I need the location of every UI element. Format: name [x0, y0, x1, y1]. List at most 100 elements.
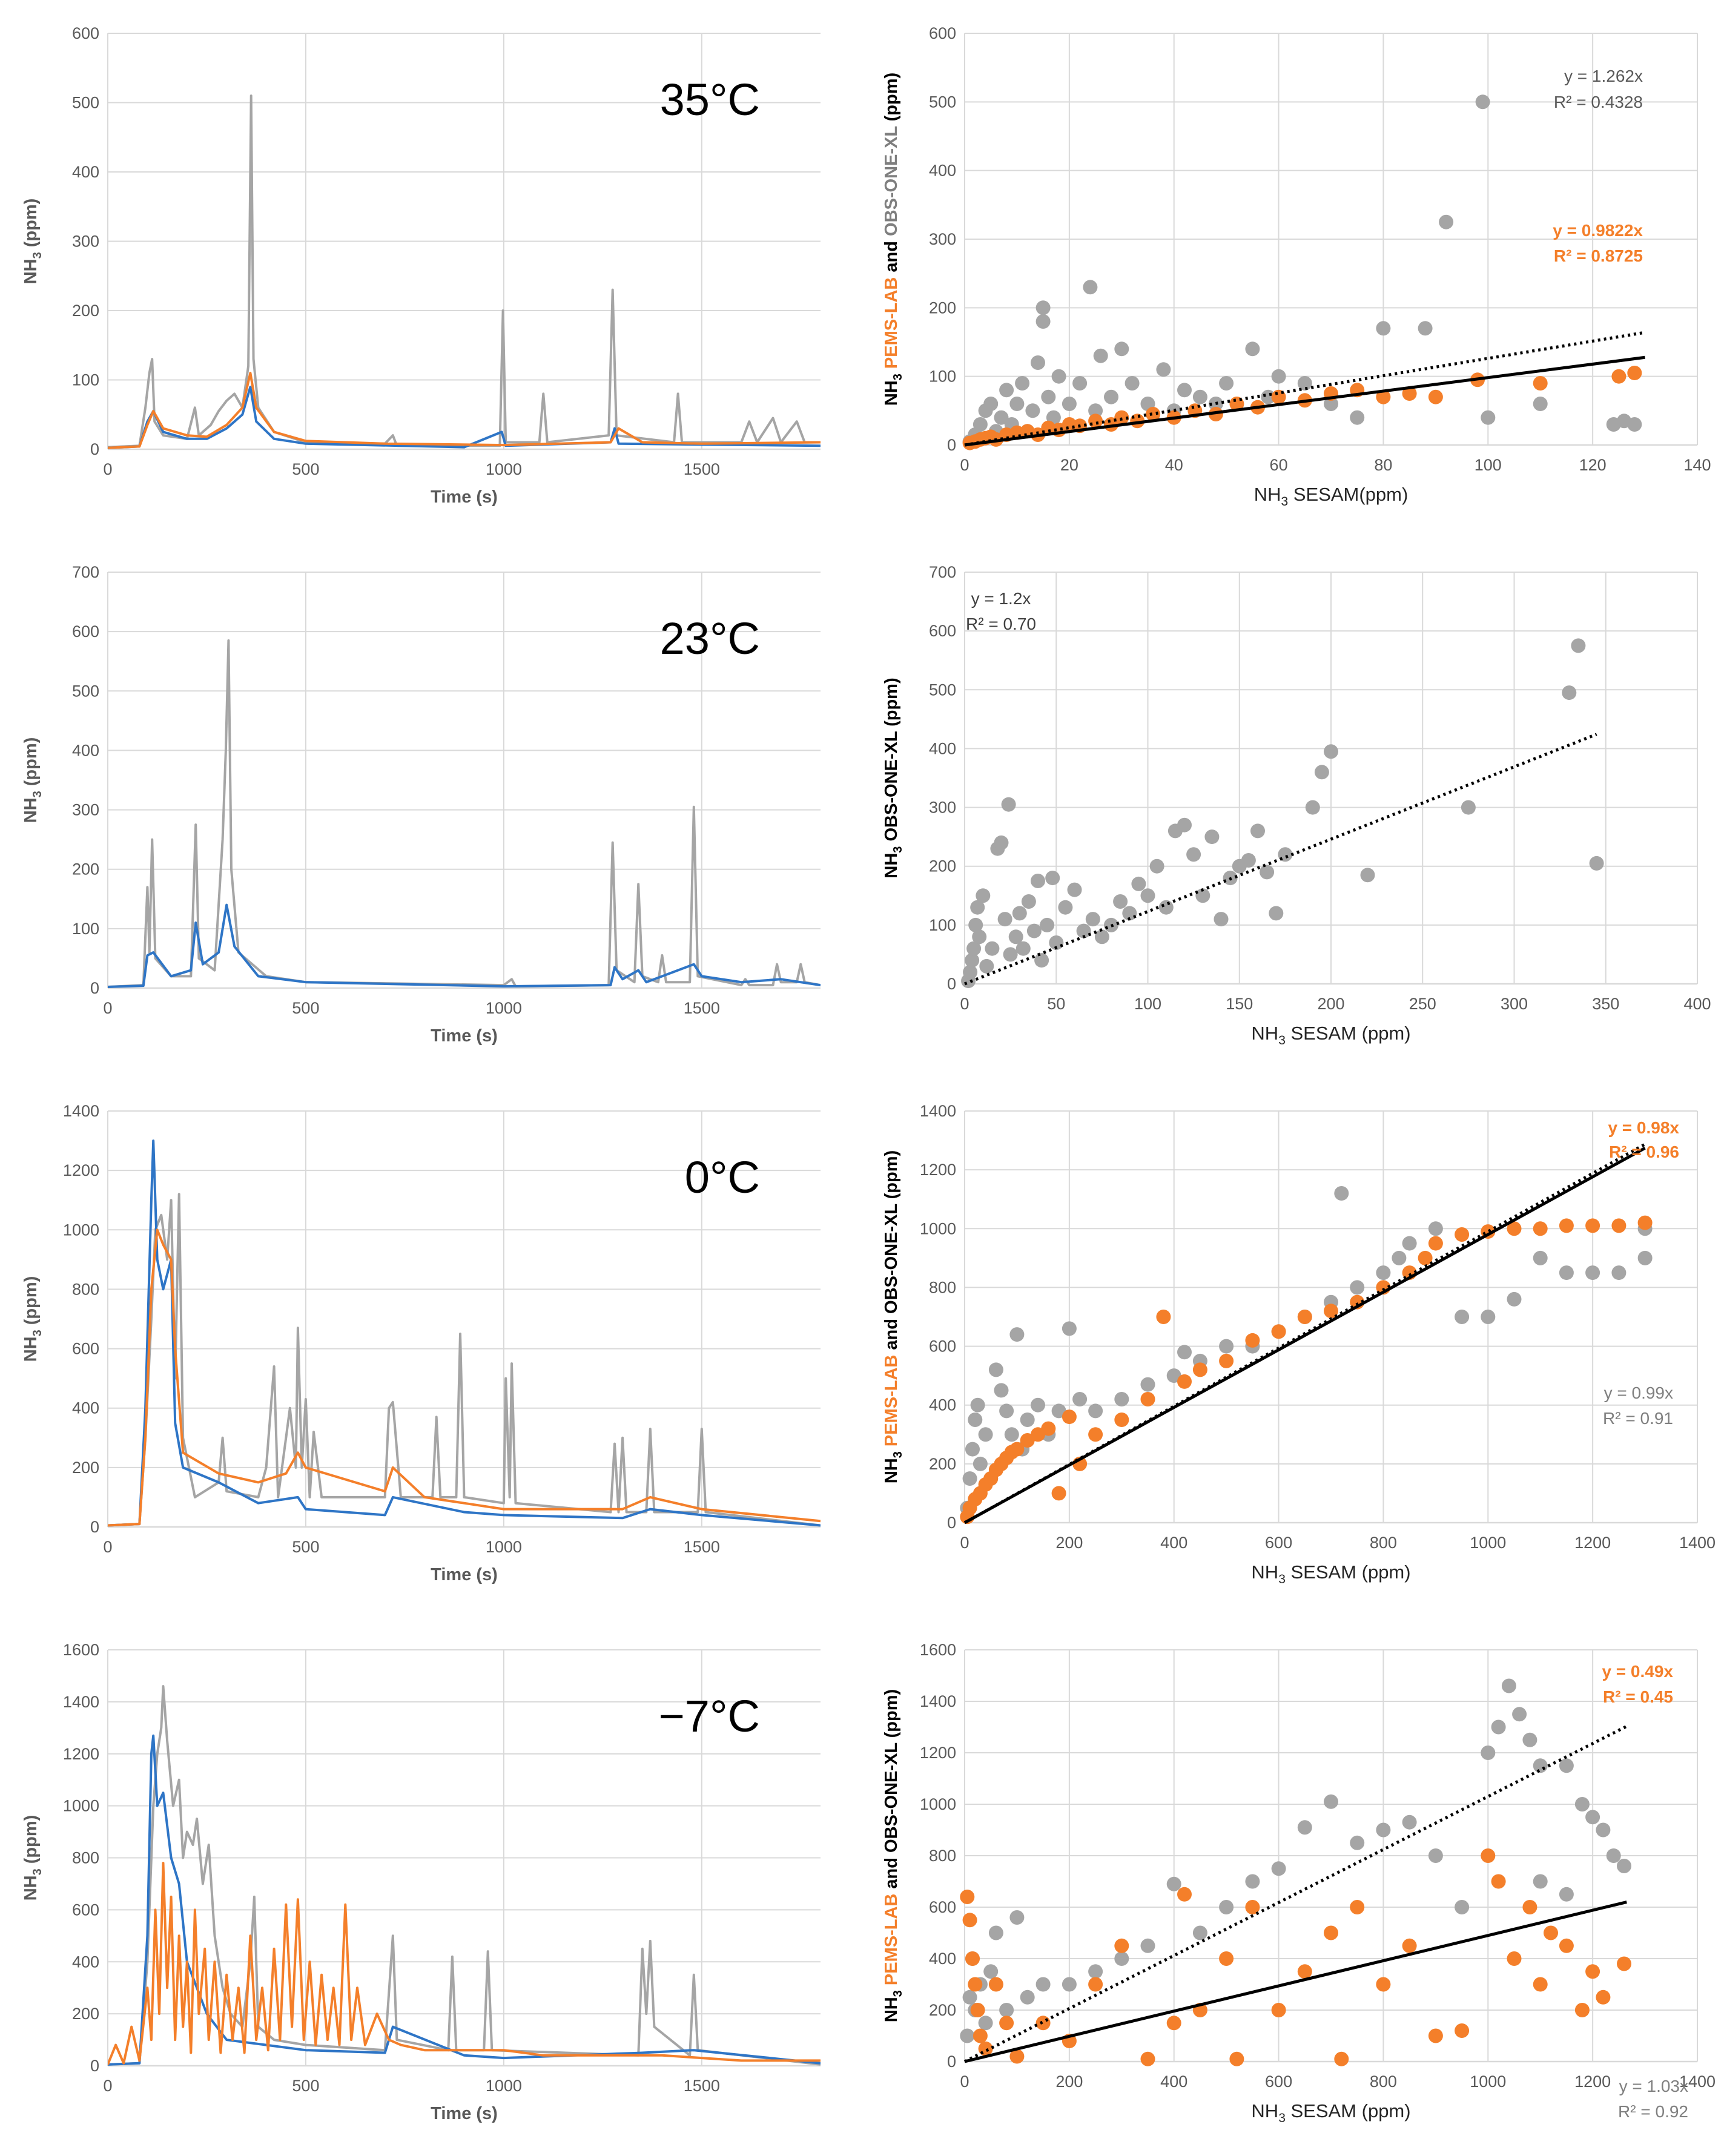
point-obs-one-xl [1402, 1236, 1417, 1251]
point-obs-one-xl [979, 958, 994, 974]
point-obs-one-xl [999, 2003, 1014, 2017]
point-obs-one-xl [997, 912, 1012, 927]
point-obs-one-xl [1418, 321, 1433, 336]
point-obs-one-xl [1040, 917, 1055, 932]
x-tick-label: 140 [1683, 456, 1711, 474]
point-pems-lab [1533, 376, 1548, 391]
point-obs-one-xl [994, 835, 1009, 850]
x-tick-label: 150 [1226, 995, 1253, 1013]
y-tick-label: 1600 [63, 1641, 99, 1659]
point-obs-one-xl [1035, 1977, 1051, 1992]
point-pems-lab [988, 1977, 1003, 1992]
point-obs-one-xl [1085, 912, 1100, 927]
y-tick-label: 300 [72, 801, 99, 819]
x-tick-label: 1500 [684, 999, 720, 1017]
series-line-sesam [108, 1734, 821, 2066]
point-pems-lab [1177, 1887, 1192, 1902]
point-obs-one-xl [1140, 1938, 1155, 1953]
point-pems-lab [1350, 1900, 1365, 1914]
y-axis-label-main: NH [21, 1875, 41, 1901]
y-tick-label: 0 [947, 436, 956, 454]
series-line-obs-one-xl [108, 1193, 821, 1527]
point-obs-one-xl [1305, 800, 1320, 815]
point-obs-one-xl [1125, 376, 1140, 391]
point-obs-one-xl [1177, 817, 1192, 832]
y-tick-label: 500 [929, 681, 956, 699]
point-obs-one-xl [1606, 1848, 1621, 1863]
time-series-minus7c: 0 200 400 600 800 1000 1200 1400 1600 0 500 1000 150… [21, 1641, 821, 2123]
fit-annotation: R² = 0.4328 [1554, 93, 1643, 111]
point-obs-one-xl [962, 1990, 977, 2005]
point-obs-one-xl [1562, 685, 1577, 701]
series-line-obs-one-xl [108, 94, 821, 449]
scatter-minus7c: 0 200 400 600 800 1000 1200 1400 1600 0 200 400 600 8… [882, 1641, 1716, 2125]
point-pems-lab [1140, 2051, 1155, 2066]
x-tick-label: 1400 [1679, 2072, 1716, 2091]
y-tick-label: 700 [929, 563, 956, 581]
point-pems-lab [1544, 1925, 1558, 1940]
point-obs-one-xl [1031, 1397, 1045, 1413]
y-tick-label: 700 [72, 563, 99, 581]
point-obs-one-xl [1260, 865, 1275, 880]
x-tick-label: 200 [1055, 1534, 1083, 1552]
x-axis-label: NH3 SESAM (ppm) [1251, 1023, 1410, 1047]
x-tick-label: 1000 [1470, 2072, 1506, 2091]
time-series-23c: 0 100 200 300 400 500 600 700 0 500 1000 1500 Time (… [21, 563, 821, 1046]
point-pems-lab [1229, 2051, 1244, 2066]
x-tick-label: 200 [1317, 995, 1344, 1013]
point-obs-one-xl [1072, 1392, 1088, 1406]
y-tick-label: 400 [72, 1399, 99, 1417]
point-pems-lab [1088, 1427, 1103, 1442]
y-axis-label-rest: (ppm) [21, 1276, 41, 1330]
point-pems-lab [1009, 1442, 1025, 1457]
x-axis-label: Time (s) [431, 487, 498, 507]
point-obs-one-xl [1245, 341, 1260, 357]
x-tick-label: 500 [292, 2077, 319, 2095]
point-obs-one-xl [1062, 1321, 1077, 1336]
x-tick-label: 1200 [1574, 1534, 1611, 1552]
point-pems-lab [1297, 1310, 1312, 1324]
y-tick-label: 200 [72, 302, 99, 320]
y-tick-label: 500 [72, 94, 99, 112]
x-tick-label: 0 [960, 2072, 969, 2091]
y-tick-label: 400 [929, 162, 956, 180]
point-obs-one-xl [1009, 1910, 1025, 1925]
point-pems-lab [1428, 2028, 1443, 2043]
point-pems-lab [1245, 1900, 1260, 1914]
y-axis-label-main: NH [21, 797, 41, 823]
point-obs-one-xl [1016, 941, 1031, 956]
point-obs-one-xl [1245, 1874, 1260, 1889]
point-obs-one-xl [1533, 397, 1548, 411]
y-tick-label: 600 [929, 1337, 956, 1356]
point-pems-lab [1522, 1900, 1537, 1914]
point-obs-one-xl [1015, 376, 1030, 391]
point-obs-one-xl [1045, 871, 1060, 886]
x-tick-label: 800 [1370, 2072, 1397, 2091]
point-pems-lab [1574, 2003, 1590, 2017]
point-obs-one-xl [1088, 1964, 1103, 1979]
fit-annotation: y = 1.2x [971, 589, 1031, 608]
point-obs-one-xl [1611, 1265, 1627, 1281]
y-tick-label: 1000 [63, 1221, 99, 1239]
x-tick-label: 0 [960, 456, 969, 474]
x-tick-label: 60 [1270, 456, 1288, 474]
y-axis-label-sub: 3 [31, 1868, 44, 1875]
y-tick-label: 1200 [920, 1161, 956, 1179]
point-obs-one-xl [968, 917, 983, 932]
fit-annotation: y = 1.262x [1564, 67, 1643, 85]
point-obs-one-xl [1585, 1810, 1600, 1825]
series-line-pems-lab [108, 372, 821, 449]
point-obs-one-xl [983, 397, 999, 411]
point-pems-lab [1035, 2016, 1051, 2031]
point-obs-one-xl [1104, 389, 1118, 404]
x-tick-label: 0 [103, 460, 112, 478]
y-tick-label: 0 [90, 440, 99, 458]
point-obs-one-xl [1021, 894, 1036, 909]
point-obs-one-xl [1219, 376, 1234, 391]
point-obs-one-xl [1067, 882, 1082, 897]
point-obs-one-xl [1113, 894, 1128, 909]
scatter-0c: 0 200 400 600 800 1000 1200 1400 0 200 400 600 800 10… [882, 1102, 1716, 1586]
point-pems-lab [1559, 1938, 1574, 1953]
x-tick-label: 250 [1409, 995, 1436, 1013]
x-tick-label: 200 [1055, 2072, 1083, 2091]
